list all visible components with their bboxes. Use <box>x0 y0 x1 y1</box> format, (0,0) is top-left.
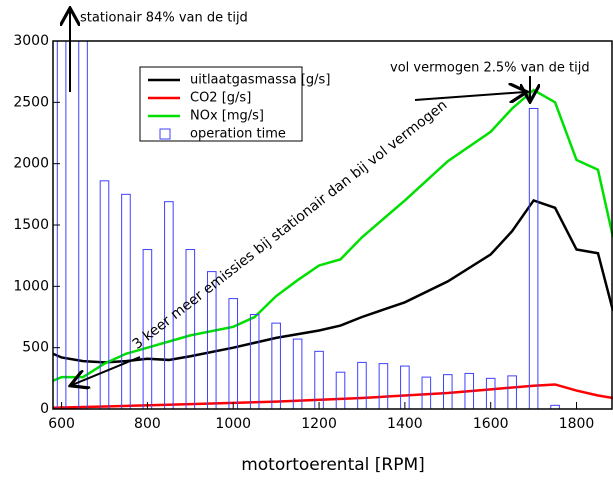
bar <box>99 180 110 409</box>
bar <box>249 314 260 409</box>
bar <box>78 41 88 409</box>
legend-label: NOx [mg/s] <box>190 109 264 124</box>
bar <box>335 371 346 409</box>
line <box>53 198 613 364</box>
x-tick-label: 1600 <box>473 416 509 432</box>
bar <box>185 249 196 409</box>
y-tick-label: 500 <box>22 340 49 356</box>
bar <box>507 375 517 409</box>
bar <box>292 338 303 409</box>
legend-label: operation time <box>190 127 286 142</box>
x-tick-label: 1200 <box>301 416 337 432</box>
bar <box>206 271 217 409</box>
y-tick-label: 2500 <box>13 94 49 110</box>
bar <box>400 365 410 409</box>
bar <box>142 249 153 409</box>
line <box>53 88 613 382</box>
bar <box>550 404 560 409</box>
x-axis-label: motortoerental [RPM] <box>241 455 425 475</box>
x-tick-label: 800 <box>134 416 161 432</box>
annotation: vol vermogen 2.5% van de tijd <box>390 61 590 76</box>
bar <box>228 298 239 409</box>
arrow <box>414 92 525 100</box>
bar <box>314 350 324 409</box>
y-tick-label: 1500 <box>13 217 49 233</box>
bar <box>464 372 475 409</box>
x-tick-label: 1800 <box>559 416 595 432</box>
bar <box>164 201 174 409</box>
bar <box>121 193 131 409</box>
y-tick-label: 0 <box>40 401 49 417</box>
bar <box>485 377 496 409</box>
annotation: stationair 84% van de tijd <box>80 11 248 26</box>
y-tick-label: 1000 <box>13 278 49 294</box>
legend-entries: uitlaatgasmassa [g/s] CO2 [g/s] NOx [mg/s]… <box>148 73 330 142</box>
arrow <box>72 356 141 385</box>
bar <box>357 361 367 409</box>
bar <box>378 363 389 409</box>
y-tick-label: 3000 <box>13 33 49 49</box>
legend-swatch <box>159 128 171 140</box>
x-tick-label: 1000 <box>215 416 251 432</box>
bar <box>271 322 281 409</box>
bar <box>528 107 539 409</box>
y-tick-label: 2000 <box>13 156 49 172</box>
legend-label: uitlaatgasmassa [g/s] <box>190 73 330 88</box>
x-tick-label: 600 <box>48 416 75 432</box>
axes: 600 800 1000 1200 1400 1600 1800 0 500 1000 1500 20… <box>13 33 594 432</box>
line <box>53 383 613 409</box>
legend-label: CO2 [g/s] <box>190 91 251 106</box>
x-tick-label: 1400 <box>387 416 423 432</box>
